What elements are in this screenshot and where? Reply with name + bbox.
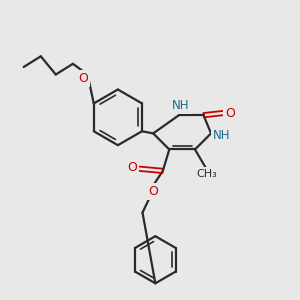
Text: NH: NH	[213, 129, 230, 142]
Text: O: O	[148, 185, 158, 198]
Text: O: O	[127, 161, 137, 174]
Text: NH: NH	[172, 99, 190, 112]
Text: O: O	[79, 72, 88, 85]
Text: CH₃: CH₃	[196, 169, 217, 179]
Text: O: O	[225, 106, 235, 120]
